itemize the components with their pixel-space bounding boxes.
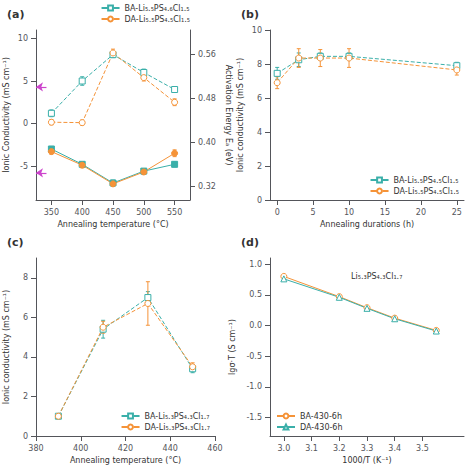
svg-text:0: 0 bbox=[275, 208, 280, 217]
svg-text:10: 10 bbox=[252, 26, 262, 35]
svg-text:440: 440 bbox=[163, 444, 178, 453]
svg-text:-1.0: -1.0 bbox=[246, 382, 262, 391]
svg-text:3.5: 3.5 bbox=[416, 444, 429, 453]
svg-text:0.5: 0.5 bbox=[249, 290, 262, 299]
svg-text:0.0: 0.0 bbox=[249, 321, 262, 330]
svg-text:Ionic conductivity (mS cm⁻¹): Ionic conductivity (mS cm⁻¹) bbox=[236, 58, 245, 172]
svg-text:lgσ·T (S cm⁻¹): lgσ·T (S cm⁻¹) bbox=[228, 319, 237, 375]
svg-text:(b): (b) bbox=[241, 8, 259, 21]
svg-text:Ionic Conductivity (mS cm⁻¹): Ionic Conductivity (mS cm⁻¹) bbox=[2, 57, 11, 173]
svg-text:460: 460 bbox=[207, 444, 222, 453]
svg-text:4: 4 bbox=[23, 352, 28, 361]
svg-text:550: 550 bbox=[167, 208, 182, 217]
svg-text:Annealing temperature (°C): Annealing temperature (°C) bbox=[70, 456, 181, 465]
svg-text:6: 6 bbox=[23, 313, 28, 322]
svg-text:Li₅.₃PS₄.₃Cl₁.₇: Li₅.₃PS₄.₃Cl₁.₇ bbox=[351, 272, 402, 281]
svg-text:3.3: 3.3 bbox=[361, 444, 374, 453]
svg-text:1000/T (K⁻¹): 1000/T (K⁻¹) bbox=[342, 456, 391, 465]
svg-text:0: 0 bbox=[257, 196, 262, 205]
svg-text:350: 350 bbox=[44, 208, 59, 217]
svg-text:0: 0 bbox=[23, 119, 28, 128]
svg-text:3.0: 3.0 bbox=[277, 444, 290, 453]
svg-text:10: 10 bbox=[344, 208, 354, 217]
svg-text:0.56: 0.56 bbox=[198, 50, 216, 59]
svg-text:2: 2 bbox=[257, 162, 262, 171]
svg-text:6: 6 bbox=[257, 94, 262, 103]
svg-text:8: 8 bbox=[23, 273, 28, 282]
svg-text:BA-Li₅.₅PS₄.₅Cl₁.₅: BA-Li₅.₅PS₄.₅Cl₁.₅ bbox=[394, 176, 459, 185]
svg-text:DA-Li₅.₅PS₄.₅Cl₁.₅: DA-Li₅.₅PS₄.₅Cl₁.₅ bbox=[394, 187, 459, 196]
svg-text:BA-430-6h: BA-430-6h bbox=[300, 412, 342, 421]
svg-text:3.4: 3.4 bbox=[388, 444, 401, 453]
svg-text:20: 20 bbox=[416, 208, 426, 217]
svg-text:(d): (d) bbox=[241, 236, 259, 249]
svg-text:-1.5: -1.5 bbox=[246, 413, 262, 422]
svg-text:500: 500 bbox=[136, 208, 151, 217]
svg-text:25: 25 bbox=[452, 208, 462, 217]
svg-text:(a): (a) bbox=[7, 8, 24, 21]
svg-text:15: 15 bbox=[380, 208, 390, 217]
svg-text:-5: -5 bbox=[20, 162, 28, 171]
svg-text:400: 400 bbox=[75, 208, 90, 217]
svg-text:3.1: 3.1 bbox=[305, 444, 318, 453]
svg-text:Annealing durations (h): Annealing durations (h) bbox=[320, 220, 414, 229]
svg-text:5: 5 bbox=[311, 208, 316, 217]
svg-text:BA-Li₅.₃PS₄.₃Cl₁.₇: BA-Li₅.₃PS₄.₃Cl₁.₇ bbox=[145, 412, 210, 421]
svg-text:400: 400 bbox=[73, 444, 88, 453]
svg-text:5: 5 bbox=[23, 77, 28, 86]
svg-text:0: 0 bbox=[23, 432, 28, 441]
svg-text:380: 380 bbox=[28, 444, 43, 453]
svg-text:0.48: 0.48 bbox=[198, 94, 216, 103]
svg-text:1.0: 1.0 bbox=[249, 260, 262, 269]
svg-text:-0.5: -0.5 bbox=[246, 352, 262, 361]
svg-text:8: 8 bbox=[257, 60, 262, 69]
svg-text:420: 420 bbox=[118, 444, 133, 453]
svg-text:4: 4 bbox=[257, 128, 262, 137]
svg-text:Activation Energy Eₐ (eV): Activation Energy Eₐ (eV) bbox=[224, 65, 233, 166]
svg-text:DA-Li₅.₃PS₄.₃Cl₁.₇: DA-Li₅.₃PS₄.₃Cl₁.₇ bbox=[145, 423, 210, 432]
svg-text:0.32: 0.32 bbox=[198, 182, 216, 191]
svg-text:3.2: 3.2 bbox=[333, 444, 346, 453]
svg-text:DA-Li₅.₅PS₄.₅Cl₁.₅: DA-Li₅.₅PS₄.₅Cl₁.₅ bbox=[125, 15, 190, 24]
svg-text:450: 450 bbox=[105, 208, 120, 217]
svg-text:DA-430-6h: DA-430-6h bbox=[300, 423, 343, 432]
svg-text:10: 10 bbox=[18, 34, 28, 43]
svg-text:0.40: 0.40 bbox=[198, 138, 216, 147]
svg-text:BA-Li₅.₅PS₄.₆Cl₁.₅: BA-Li₅.₅PS₄.₆Cl₁.₅ bbox=[125, 4, 190, 13]
svg-text:Annealing temperature (°C): Annealing temperature (°C) bbox=[57, 220, 168, 229]
svg-text:2: 2 bbox=[23, 392, 28, 401]
svg-text:Ionic conductivity (mS cm⁻¹): Ionic conductivity (mS cm⁻¹) bbox=[2, 290, 11, 404]
svg-text:(c): (c) bbox=[7, 236, 24, 249]
